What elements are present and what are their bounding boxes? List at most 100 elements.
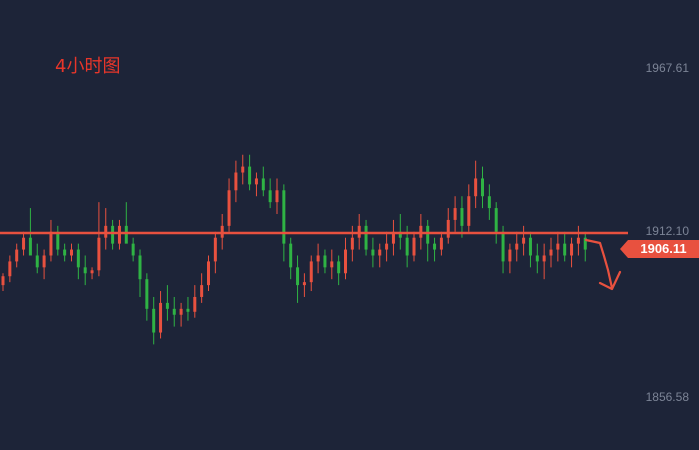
current-price-badge: 1906.11	[620, 240, 699, 258]
candle-body	[234, 172, 238, 191]
candle-body	[165, 302, 169, 309]
candle	[515, 231, 519, 262]
candle	[124, 202, 128, 244]
candle	[576, 225, 580, 256]
candle-body	[275, 190, 279, 203]
candle	[460, 196, 464, 238]
candle-body	[563, 243, 567, 256]
candle-body	[172, 308, 176, 315]
candle	[213, 231, 217, 274]
candle-body	[15, 249, 19, 262]
candle-body	[398, 231, 402, 238]
candle	[467, 184, 471, 232]
candle-body	[583, 237, 587, 250]
candle	[241, 154, 245, 185]
candle	[227, 178, 231, 232]
candle-body	[426, 225, 430, 244]
candle-body	[481, 178, 484, 197]
candle-body	[56, 231, 60, 250]
candle	[165, 285, 169, 321]
candle	[22, 231, 26, 256]
candle-body	[446, 219, 450, 238]
candle-body	[405, 237, 409, 256]
candle	[528, 231, 532, 268]
candle	[481, 166, 484, 209]
candle	[378, 243, 382, 268]
chart-title: 4小时图	[55, 56, 121, 77]
candle	[172, 296, 176, 327]
candle-body	[111, 225, 115, 244]
candle	[104, 208, 108, 250]
candle	[583, 231, 587, 262]
candle	[234, 160, 238, 203]
candle-body	[76, 249, 80, 268]
candle-body	[487, 196, 491, 209]
candle	[193, 285, 197, 318]
candle-body	[522, 237, 526, 244]
candle	[302, 273, 306, 297]
candle-body	[494, 208, 498, 232]
candle-body	[117, 225, 121, 244]
candle-body	[570, 243, 574, 256]
candle	[138, 249, 142, 297]
candle-body	[83, 267, 87, 274]
candle	[316, 243, 320, 274]
candle-body	[124, 225, 128, 244]
candle-body	[186, 308, 190, 312]
candle	[145, 273, 149, 321]
candle-body	[254, 178, 258, 185]
candle-body	[378, 249, 382, 256]
candle-body	[42, 255, 46, 268]
candle	[15, 243, 19, 268]
candle	[268, 178, 272, 209]
candle-body	[35, 255, 39, 268]
candle-body	[227, 190, 231, 226]
candle-body	[433, 243, 437, 250]
candle-body	[344, 249, 347, 274]
candle	[371, 237, 375, 268]
candle-body	[268, 190, 272, 203]
candle	[207, 255, 210, 292]
candle	[522, 225, 526, 256]
candle	[8, 255, 12, 283]
candle-body	[549, 249, 553, 256]
candle-body	[474, 178, 478, 197]
candle-body	[22, 237, 26, 250]
candle	[1, 273, 5, 292]
candle-body	[508, 249, 512, 262]
candle-body	[453, 208, 457, 220]
candle	[508, 243, 512, 274]
candle	[330, 249, 334, 280]
candle	[35, 243, 39, 274]
candle	[28, 208, 32, 256]
candle	[323, 249, 327, 274]
candle-body	[330, 261, 334, 268]
candle	[152, 296, 156, 345]
candle	[248, 154, 252, 191]
candle-body	[193, 296, 197, 312]
candle	[289, 237, 293, 280]
candle	[350, 225, 354, 262]
candle-body	[248, 166, 252, 185]
candle	[296, 255, 300, 303]
candle	[344, 237, 347, 280]
candle	[70, 243, 73, 262]
candle-body	[241, 166, 245, 173]
candle	[385, 231, 389, 262]
candle	[200, 273, 204, 303]
candle	[186, 296, 190, 321]
candle	[453, 196, 457, 232]
candle	[556, 231, 560, 262]
candle	[97, 202, 101, 277]
candle	[49, 219, 53, 262]
candle-body	[460, 208, 464, 226]
candle	[439, 231, 443, 256]
candle	[159, 291, 163, 339]
candle	[179, 302, 183, 327]
candle	[76, 243, 80, 280]
candle	[56, 225, 60, 256]
candle	[90, 267, 94, 280]
candle-body	[535, 255, 539, 262]
candle-body	[302, 282, 306, 286]
candle-body	[323, 255, 327, 268]
